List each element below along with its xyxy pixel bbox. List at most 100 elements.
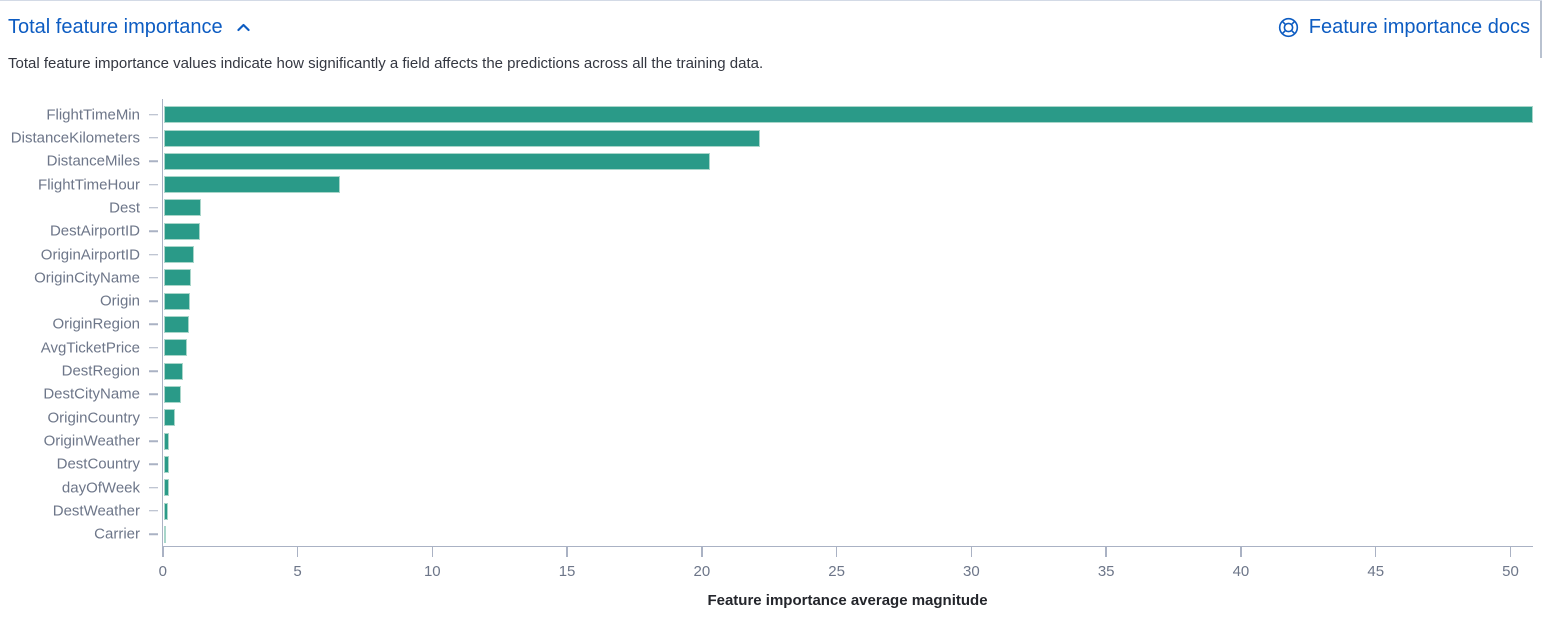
y-axis-label: OriginCityName xyxy=(34,269,140,287)
y-axis-tick xyxy=(149,230,158,232)
x-axis-tick-label: 15 xyxy=(558,563,576,580)
x-axis-tick xyxy=(1105,547,1107,557)
y-axis-tick xyxy=(149,486,158,489)
x-axis-tick-label: 10 xyxy=(423,563,441,580)
y-axis-label: DestCountry xyxy=(56,455,140,473)
bar xyxy=(164,246,194,264)
chart-row: AvgTicketPrice xyxy=(0,336,1542,359)
y-axis-tick xyxy=(149,510,158,512)
chart-row: Carrier xyxy=(0,523,1542,546)
bar xyxy=(164,362,184,380)
chart-row: DestAirportID xyxy=(0,220,1542,243)
panel-header: Total feature importance Feature importa… xyxy=(8,13,1530,41)
bar xyxy=(164,479,169,497)
y-axis-label: DestAirportID xyxy=(49,222,140,240)
y-axis-label: FlightTimeMin xyxy=(46,106,140,124)
bar xyxy=(164,129,761,147)
x-axis-tick xyxy=(1240,547,1242,557)
x-axis-tick-label: 45 xyxy=(1367,563,1385,580)
chart-row: Origin xyxy=(0,290,1542,313)
chart-row: DistanceKilometers xyxy=(0,126,1542,149)
chart-row: DestWeather xyxy=(0,499,1542,522)
y-axis-tick xyxy=(149,160,158,163)
y-axis-tick xyxy=(149,277,158,279)
chart-row: Dest xyxy=(0,196,1542,219)
bar xyxy=(164,525,167,543)
x-axis-tick xyxy=(970,547,973,557)
bar xyxy=(164,176,341,194)
chart-row: DestRegion xyxy=(0,359,1542,382)
y-axis-label: OriginAirportID xyxy=(40,246,140,264)
y-axis-tick xyxy=(149,300,158,302)
y-axis-tick xyxy=(149,207,158,209)
bar xyxy=(164,199,202,217)
documentation-lifebuoy-icon xyxy=(1277,16,1300,39)
y-axis-label: DistanceKilometers xyxy=(10,129,140,147)
x-axis-tick-label: 35 xyxy=(1097,563,1115,580)
docs-link-label: Feature importance docs xyxy=(1308,16,1530,38)
y-axis-label: DestCityName xyxy=(43,385,140,403)
chart-row: OriginCityName xyxy=(0,266,1542,289)
bar xyxy=(164,455,169,473)
y-axis-tick xyxy=(149,253,158,256)
y-axis-label: OriginCountry xyxy=(47,409,140,427)
y-axis-label: Origin xyxy=(99,292,140,310)
y-axis-tick xyxy=(149,393,158,396)
x-axis-tick-label: 30 xyxy=(963,563,980,580)
y-axis-tick xyxy=(149,463,158,466)
chart-row: OriginWeather xyxy=(0,429,1542,452)
y-axis-label: DestWeather xyxy=(52,502,140,520)
y-axis-tick xyxy=(149,323,158,326)
bar xyxy=(164,292,191,310)
x-axis-tick xyxy=(431,547,434,557)
x-axis-tick-label: 0 xyxy=(158,563,167,580)
y-axis-label: FlightTimeHour xyxy=(38,176,140,194)
total-feature-importance-accordion-toggle[interactable]: Total feature importance xyxy=(8,13,252,41)
y-axis-label: OriginWeather xyxy=(43,432,140,450)
y-axis-tick xyxy=(149,183,158,186)
chart-row: OriginCountry xyxy=(0,406,1542,429)
x-axis-tick xyxy=(566,547,568,557)
bar xyxy=(164,152,711,170)
bar xyxy=(164,502,169,520)
feature-importance-docs-link[interactable]: Feature importance docs xyxy=(1277,13,1530,41)
bar xyxy=(164,269,191,287)
x-axis-tick xyxy=(1374,547,1377,557)
bar-rows: FlightTimeMin DistanceKilometers DistanceM… xyxy=(0,103,1542,546)
section-title: Total feature importance xyxy=(8,16,223,38)
y-axis-label: DestRegion xyxy=(61,362,140,380)
x-axis-tick-label: 50 xyxy=(1502,563,1519,580)
chart-row: OriginAirportID xyxy=(0,243,1542,266)
y-axis-tick xyxy=(149,416,158,419)
bar xyxy=(164,339,187,357)
y-axis-tick xyxy=(149,370,158,372)
y-axis-line xyxy=(161,99,163,546)
bar xyxy=(164,106,1533,124)
x-axis-tick-label: 40 xyxy=(1232,563,1250,580)
bar xyxy=(164,385,182,403)
chart-row: FlightTimeHour xyxy=(0,173,1542,196)
section-description: Total feature importance values indicate… xyxy=(8,55,764,72)
y-axis-label: dayOfWeek xyxy=(61,479,140,497)
chart-row: OriginRegion xyxy=(0,313,1542,336)
y-axis-label: OriginRegion xyxy=(52,315,140,333)
chevron-up-icon xyxy=(235,19,252,36)
y-axis-label: AvgTicketPrice xyxy=(40,339,140,357)
bar xyxy=(164,409,176,427)
x-axis-tick-label: 25 xyxy=(828,563,845,580)
x-axis-title: Feature importance average magnitude xyxy=(707,592,988,609)
x-axis-tick xyxy=(296,547,299,557)
chart-row: FlightTimeMin xyxy=(0,103,1542,126)
bar xyxy=(164,432,170,450)
y-axis-tick xyxy=(149,347,158,349)
x-axis-tick xyxy=(835,547,838,557)
y-axis-tick xyxy=(149,533,158,536)
chart-row: DistanceMiles xyxy=(0,150,1542,173)
chart-row: DestCityName xyxy=(0,383,1542,406)
y-axis-tick xyxy=(149,137,158,139)
x-axis-tick xyxy=(701,547,703,557)
chart-row: DestCountry xyxy=(0,453,1542,476)
bar xyxy=(164,222,200,240)
